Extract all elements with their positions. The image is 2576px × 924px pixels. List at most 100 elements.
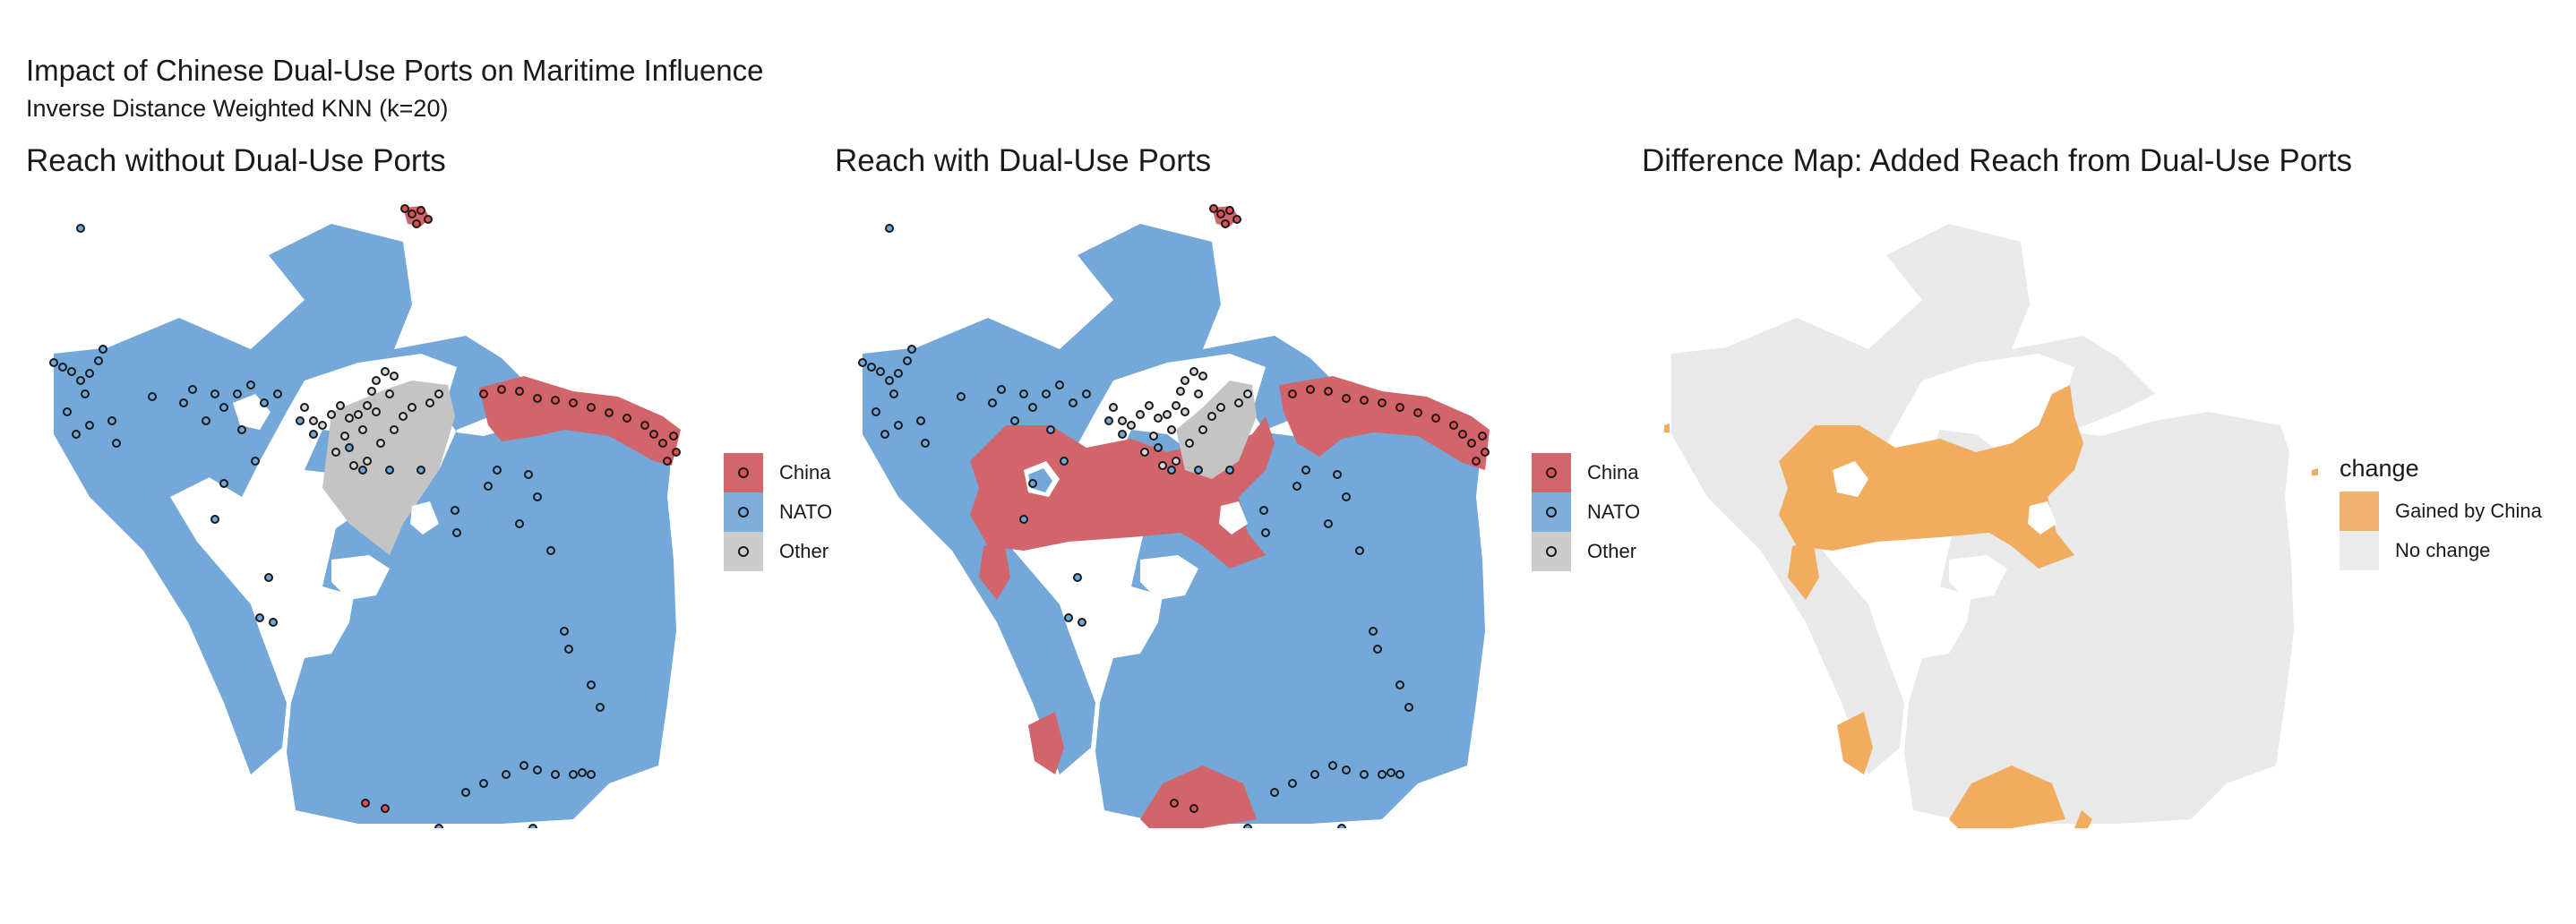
legend-item-nochange: No change xyxy=(2340,531,2542,570)
port-marker-nato xyxy=(251,457,260,466)
port-marker-other xyxy=(309,416,318,425)
port-marker-china xyxy=(649,430,658,439)
gained-speck-2 xyxy=(2312,468,2318,475)
china-region xyxy=(1279,376,1490,470)
port-marker-nato xyxy=(889,389,898,398)
port-marker-china xyxy=(1478,432,1487,441)
legend-item-china: China xyxy=(1532,453,1640,492)
port-marker-nato xyxy=(296,416,305,425)
port-marker-nato xyxy=(210,515,219,524)
legend-label-china: China xyxy=(779,461,831,483)
legend-label-china: China xyxy=(1587,461,1639,483)
port-marker-china xyxy=(1449,421,1458,430)
port-marker-nato xyxy=(1194,466,1203,475)
port-marker-nato xyxy=(85,369,94,378)
port-marker-nato xyxy=(81,389,90,398)
port-marker-other xyxy=(1207,412,1216,421)
port-marker-nato xyxy=(269,618,278,627)
port-marker-nato xyxy=(524,470,533,479)
gained-south-2 xyxy=(1949,766,2065,828)
port-marker-nato xyxy=(67,367,76,376)
nato-region-west xyxy=(54,345,287,774)
map-difference xyxy=(1664,224,2318,828)
port-marker-other xyxy=(390,425,399,434)
port-marker-china xyxy=(1481,448,1490,457)
port-marker-china xyxy=(1232,215,1241,224)
port-marker-other xyxy=(425,398,434,407)
legend-key-nato xyxy=(1532,492,1571,532)
port-marker-nato xyxy=(1395,770,1404,779)
port-marker-other xyxy=(372,407,381,416)
legend-change: change Gained by China No change xyxy=(2340,455,2542,570)
port-marker-other xyxy=(1145,401,1154,410)
panel-title-without: Reach without Dual-Use Ports xyxy=(26,143,446,178)
port-marker-nato xyxy=(1324,519,1333,528)
port-marker-nato xyxy=(94,356,103,365)
port-marker-nato xyxy=(479,779,488,788)
port-marker-other xyxy=(399,412,408,421)
port-marker-other xyxy=(1167,425,1176,434)
port-marker-other xyxy=(327,410,336,419)
port-marker-nato xyxy=(1167,466,1176,475)
figure-subtitle: Inverse Distance Weighted KNN (k=20) xyxy=(26,95,449,122)
port-marker-nato xyxy=(452,528,461,537)
port-marker-nato xyxy=(1028,479,1037,488)
port-marker-nato xyxy=(233,389,242,398)
port-marker-china xyxy=(361,799,370,808)
port-marker-nato xyxy=(1270,788,1279,797)
port-marker-other xyxy=(1189,367,1198,376)
legend-dot-nato xyxy=(738,507,749,518)
port-marker-nato xyxy=(885,376,894,385)
panel-title-with: Reach with Dual-Use Ports xyxy=(835,143,1212,178)
china-south-1 xyxy=(1028,712,1064,774)
port-marker-nato xyxy=(1337,824,1346,828)
port-marker-china xyxy=(672,448,681,457)
port-marker-china xyxy=(1395,403,1404,412)
port-marker-nato xyxy=(858,358,867,367)
legend-change-title: change xyxy=(2340,455,2419,482)
port-marker-other xyxy=(385,389,394,398)
port-marker-other xyxy=(318,421,327,430)
port-marker-nato xyxy=(533,492,542,501)
port-marker-nato xyxy=(1355,546,1364,555)
port-marker-nato xyxy=(894,369,903,378)
port-marker-nato xyxy=(1387,768,1395,777)
china-coast-west xyxy=(979,540,1010,600)
port-marker-nato xyxy=(255,613,264,622)
port-marker-nato xyxy=(894,421,903,430)
port-marker-china xyxy=(605,408,614,417)
port-marker-nato xyxy=(246,381,255,389)
land-layer xyxy=(54,206,681,824)
port-marker-other xyxy=(1185,439,1194,448)
water-hole-2 xyxy=(1833,461,1868,497)
port-marker-nato xyxy=(434,824,443,828)
legend-key-nato xyxy=(724,492,763,532)
port-marker-nato xyxy=(210,389,219,398)
port-marker-other xyxy=(363,401,372,410)
map-reach-without xyxy=(49,204,681,828)
port-marker-china xyxy=(1472,457,1481,466)
port-marker-china xyxy=(1324,387,1333,396)
port-marker-nato xyxy=(112,439,121,448)
port-marker-nato xyxy=(1301,466,1310,475)
port-marker-nato xyxy=(72,430,81,439)
port-marker-nato xyxy=(76,224,85,233)
port-marker-nato xyxy=(1333,470,1342,479)
port-marker-china xyxy=(1288,389,1297,398)
legend-bloc-middle: China NATO Other xyxy=(1532,453,1640,571)
port-marker-nato xyxy=(99,345,107,354)
port-marker-nato xyxy=(1404,703,1413,712)
water-hole-3 xyxy=(410,501,439,535)
china-south-2 xyxy=(1140,766,1257,828)
legend-key-other xyxy=(1532,532,1571,571)
port-marker-nato xyxy=(273,389,282,398)
legend-dot-other xyxy=(1546,546,1557,557)
port-marker-china xyxy=(669,432,678,441)
legend-dot-other xyxy=(738,546,749,557)
panel-title-difference: Difference Map: Added Reach from Dual-Us… xyxy=(1642,143,2353,178)
port-marker-other xyxy=(1140,448,1149,457)
port-marker-nato xyxy=(1082,389,1091,398)
legend-label-gained: Gained by China xyxy=(2395,500,2542,522)
port-marker-nato xyxy=(416,466,425,475)
water-hole xyxy=(1949,555,2007,600)
